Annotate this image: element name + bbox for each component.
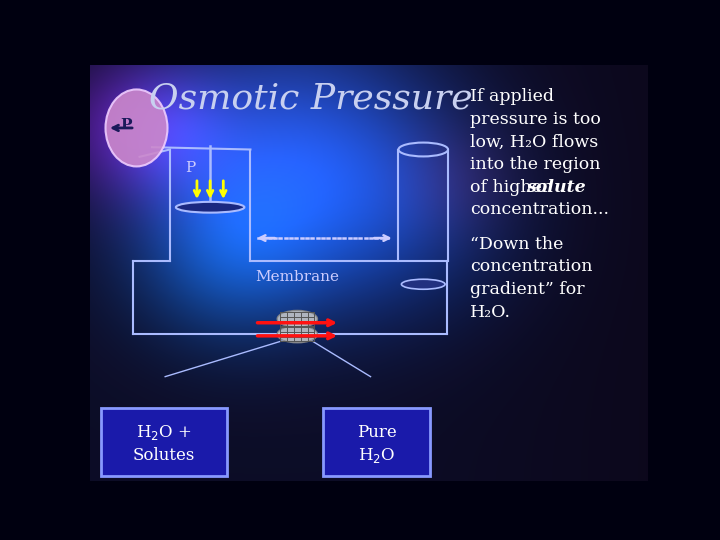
- Ellipse shape: [402, 279, 445, 289]
- Ellipse shape: [176, 202, 244, 213]
- Text: Pure: Pure: [357, 424, 397, 441]
- Text: into the region: into the region: [469, 156, 600, 173]
- FancyBboxPatch shape: [101, 408, 228, 476]
- Text: of higher: of higher: [469, 179, 601, 196]
- Text: low, H₂O flows: low, H₂O flows: [469, 133, 598, 150]
- Text: P: P: [120, 118, 132, 132]
- Ellipse shape: [277, 326, 318, 343]
- Text: H$_2$O: H$_2$O: [358, 446, 395, 465]
- Text: “Down the: “Down the: [469, 235, 563, 253]
- Text: Solutes: Solutes: [132, 447, 195, 464]
- FancyBboxPatch shape: [323, 408, 431, 476]
- Text: H₂O.: H₂O.: [469, 303, 510, 321]
- Ellipse shape: [277, 310, 318, 327]
- Text: If applied: If applied: [469, 88, 554, 105]
- Text: pressure is too: pressure is too: [469, 111, 600, 127]
- Text: gradient” for: gradient” for: [469, 281, 585, 298]
- Text: concentration: concentration: [469, 258, 593, 275]
- Text: solute: solute: [526, 179, 586, 196]
- Text: Osmotic Pressure: Osmotic Pressure: [149, 82, 473, 116]
- Text: concentration...: concentration...: [469, 201, 608, 219]
- Text: P: P: [185, 161, 196, 175]
- Ellipse shape: [106, 90, 168, 166]
- Text: Membrane: Membrane: [256, 271, 339, 285]
- Text: H$_2$O +: H$_2$O +: [136, 423, 192, 442]
